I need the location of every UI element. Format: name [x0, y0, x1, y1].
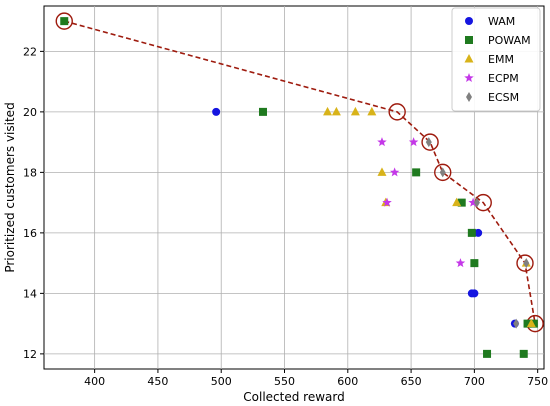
- legend-label: ECPM: [488, 72, 519, 85]
- data-point-ecpm: [389, 167, 400, 177]
- y-tick-label: 14: [23, 287, 37, 300]
- y-tick-label: 16: [23, 227, 37, 240]
- data-point-powam: [60, 17, 69, 26]
- data-point-emm: [323, 106, 333, 116]
- data-point-powam: [483, 349, 492, 358]
- x-axis-label: Collected reward: [243, 390, 344, 404]
- data-point-powam: [470, 259, 479, 268]
- pareto-front-point: [421, 133, 439, 151]
- data-point-wam: [212, 107, 221, 116]
- data-point-powam: [457, 198, 466, 207]
- data-point-wam: [474, 228, 483, 237]
- legend-label: WAM: [488, 15, 515, 28]
- data-points: [60, 17, 538, 358]
- legend-marker-ecsm: [466, 92, 472, 102]
- x-tick-label: 700: [464, 375, 485, 388]
- data-point-emm: [377, 167, 387, 176]
- data-point-emm: [331, 106, 341, 116]
- pareto-front-point: [434, 163, 452, 182]
- data-point-powam: [523, 319, 532, 328]
- data-point-ecsm: [523, 258, 530, 269]
- legend-frame: [451, 7, 541, 112]
- y-tick-label: 20: [23, 106, 37, 119]
- data-point-emm: [350, 106, 360, 116]
- data-point-ecpm: [377, 137, 387, 147]
- y-tick-label: 12: [23, 348, 37, 361]
- x-tick-label: 600: [337, 375, 358, 388]
- legend: WAM POWAM EMM ECPM ECSM: [451, 7, 541, 112]
- pareto-front-point: [55, 12, 73, 30]
- x-tick-label: 650: [401, 375, 422, 388]
- pareto-front-point: [388, 103, 406, 121]
- grid-lines: [44, 6, 544, 369]
- data-point-ecpm: [382, 197, 392, 207]
- y-axis-label: Prioritized customers visited: [3, 102, 17, 272]
- y-tick-label: 22: [23, 45, 37, 58]
- data-point-wam: [470, 289, 479, 298]
- data-point-ecsm: [425, 137, 432, 148]
- data-point-powam: [519, 349, 528, 358]
- data-point-ecpm: [408, 137, 419, 147]
- data-point-emm: [452, 197, 462, 207]
- data-point-ecpm: [455, 258, 466, 268]
- data-point-powam: [467, 228, 476, 237]
- legend-marker-powam: [465, 36, 473, 44]
- axis-ticks: 400 450 500 550 600 650 700 750 12 14 16 18 20 22: [23, 45, 548, 388]
- legend-label: EMM: [488, 53, 514, 66]
- data-point-ecpm: [468, 197, 478, 207]
- x-tick-label: 750: [527, 375, 548, 388]
- data-point-ecsm: [439, 167, 446, 178]
- legend-label: ECSM: [488, 91, 519, 104]
- legend-label: POWAM: [488, 34, 531, 47]
- x-tick-label: 450: [147, 375, 168, 388]
- pareto-front-point: [516, 254, 534, 272]
- data-point-ecsm: [473, 197, 480, 208]
- y-tick-label: 18: [23, 166, 37, 179]
- data-point-powam: [258, 107, 267, 116]
- x-tick-label: 550: [274, 375, 295, 388]
- data-point-emm: [526, 318, 536, 328]
- data-point-emm: [367, 106, 377, 116]
- data-point-ecsm: [513, 318, 520, 329]
- legend-marker-wam: [465, 17, 473, 25]
- legend-marker-emm: [464, 54, 474, 63]
- x-tick-label: 500: [211, 375, 232, 388]
- legend-marker-ecpm: [464, 73, 474, 83]
- data-point-powam: [412, 168, 421, 177]
- x-tick-label: 400: [84, 375, 105, 388]
